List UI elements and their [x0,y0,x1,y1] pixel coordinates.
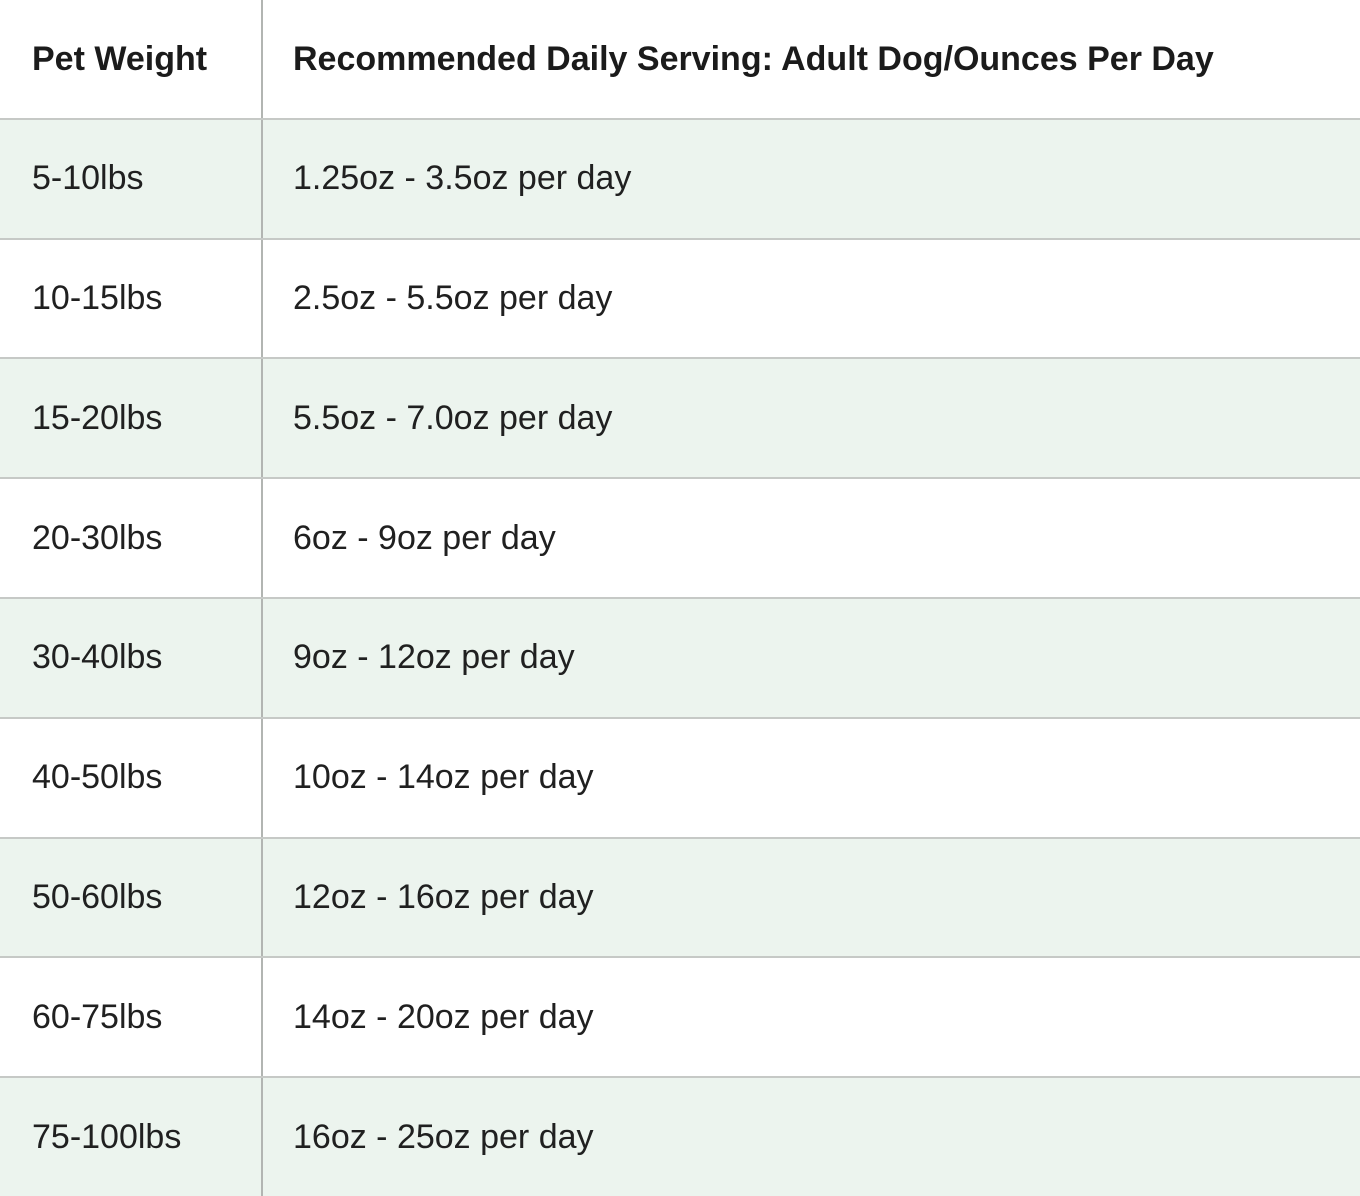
pet-weight-cell: 20-30lbs [0,479,263,597]
column-header-recommended-serving: Recommended Daily Serving: Adult Dog/Oun… [293,39,1214,78]
pet-weight-cell: 30-40lbs [0,598,263,717]
serving-cell: 12oz - 16oz per day [293,878,594,917]
serving-cell: 2.5oz - 5.5oz per day [293,279,613,318]
pet-weight-cell: 50-60lbs [0,838,263,957]
pet-weight-cell: 40-50lbs [0,718,263,837]
pet-weight-cell: 15-20lbs [0,359,263,478]
serving-cell: 6oz - 9oz per day [293,518,556,557]
table-row: 20-30lbs 6oz - 9oz per day [0,477,1360,597]
table-row: 15-20lbs 5.5oz - 7.0oz per day [0,357,1360,478]
table-row: 40-50lbs 10oz - 14oz per day [0,716,1360,837]
serving-cell: 16oz - 25oz per day [293,1117,594,1156]
table-row: 60-75lbs 14oz - 20oz per day [0,956,1360,1077]
pet-weight-cell: 75-100lbs [0,1078,263,1196]
table-row: 5-10lbs 1.25oz - 3.5oz per day [0,117,1360,238]
table-row: 75-100lbs 16oz - 25oz per day [0,1076,1360,1196]
column-header-pet-weight: Pet Weight [0,0,263,118]
table-row: 10-15lbs 2.5oz - 5.5oz per day [0,237,1360,358]
pet-weight-cell: 10-15lbs [0,239,263,358]
table-row: 30-40lbs 9oz - 12oz per day [0,596,1360,717]
serving-cell: 14oz - 20oz per day [293,997,594,1036]
table-row: 50-60lbs 12oz - 16oz per day [0,836,1360,957]
table-header-row: Pet Weight Recommended Daily Serving: Ad… [0,0,1360,118]
pet-weight-cell: 5-10lbs [0,119,263,238]
serving-cell: 9oz - 12oz per day [293,638,575,677]
serving-cell: 5.5oz - 7.0oz per day [293,398,613,437]
pet-weight-cell: 60-75lbs [0,958,263,1077]
serving-cell: 1.25oz - 3.5oz per day [293,159,632,198]
serving-cell: 10oz - 14oz per day [293,758,594,797]
